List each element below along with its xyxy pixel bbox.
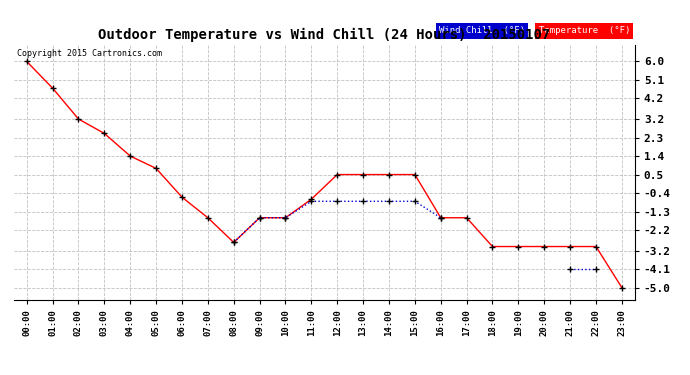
- Text: Wind Chill  (°F): Wind Chill (°F): [440, 27, 525, 36]
- Title: Outdoor Temperature vs Wind Chill (24 Hours)  20150107: Outdoor Temperature vs Wind Chill (24 Ho…: [98, 28, 551, 42]
- Text: Temperature  (°F): Temperature (°F): [539, 27, 630, 36]
- Text: Copyright 2015 Cartronics.com: Copyright 2015 Cartronics.com: [17, 49, 162, 58]
